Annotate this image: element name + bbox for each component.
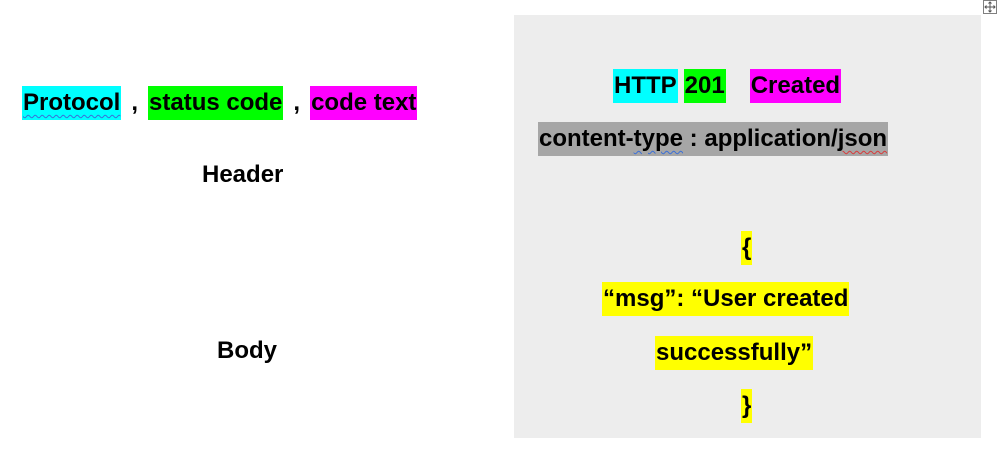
- body-msg-line: “msg”: “User created: [602, 282, 850, 316]
- content-type-header: content-type : application/json: [538, 122, 889, 156]
- response-status-text: Created: [749, 69, 842, 103]
- content-type-text: content-type : application/json: [539, 125, 888, 152]
- response-body-line: “msg”: “User created: [602, 282, 850, 316]
- body-open-brace: {: [741, 231, 753, 265]
- status-line-legend: Protocol, status code, code text: [22, 86, 418, 120]
- response-status-code: 201: [683, 69, 726, 103]
- separator: ,: [131, 89, 139, 116]
- body-msg-continuation: successfully”: [655, 336, 814, 370]
- protocol-legend: Protocol: [22, 86, 122, 120]
- header-legend: Header: [202, 161, 284, 188]
- status-code-legend: status code: [148, 86, 284, 120]
- response-body-line: }: [741, 389, 753, 423]
- code-text-legend: code text: [310, 86, 418, 120]
- spellcheck-mark: type: [633, 125, 684, 152]
- move-icon[interactable]: [983, 0, 997, 14]
- response-status-line: HTTP 201 Created: [613, 69, 842, 103]
- response-protocol: HTTP: [613, 69, 678, 103]
- body-close-brace: }: [741, 389, 753, 423]
- separator: ,: [293, 89, 301, 116]
- response-header-line: content-type : application/json: [538, 122, 889, 156]
- response-body-line: successfully”: [655, 336, 814, 370]
- spellcheck-mark: json: [837, 125, 888, 152]
- body-legend: Body: [217, 337, 277, 364]
- response-body-line: {: [741, 231, 753, 265]
